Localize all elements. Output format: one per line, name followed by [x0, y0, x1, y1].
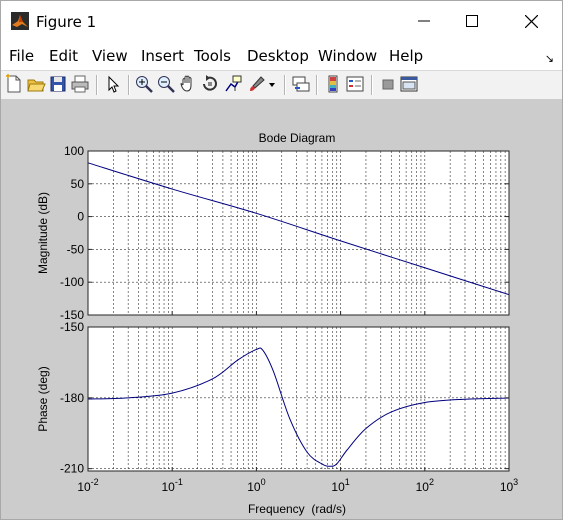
y-tick-label: 50 — [71, 177, 85, 191]
menu-view[interactable]: View — [92, 47, 128, 65]
y-tick-label: -100 — [60, 275, 84, 289]
y-tick-label: 0 — [77, 210, 84, 224]
close-icon — [524, 14, 538, 28]
bode-plot[interactable]: Bode Diagram 100 50 0 -50 -100 -150 Magnitude… — [1, 99, 562, 519]
menu-desktop[interactable]: Desktop — [247, 47, 309, 65]
save-icon[interactable] — [48, 74, 68, 94]
hide-plot-tools-icon[interactable] — [378, 74, 398, 94]
menu-help[interactable]: Help — [389, 47, 424, 65]
brush-icon[interactable] — [247, 74, 267, 94]
phase-curve — [87, 347, 510, 467]
link-plot-icon[interactable] — [291, 74, 311, 94]
phase-axes[interactable] — [88, 327, 509, 471]
magnitude-ylabel: Magnitude (dB) — [36, 192, 50, 274]
phase-grid — [88, 327, 509, 471]
x-tick-label: 100 — [247, 477, 265, 494]
menu-insert[interactable]: Insert — [141, 47, 185, 65]
x-tick-label: 102 — [416, 477, 434, 494]
x-tick-label: 10-2 — [77, 477, 98, 494]
rotate-3d-icon[interactable] — [200, 74, 220, 94]
pan-hand-icon[interactable] — [178, 74, 198, 94]
x-axis-label: Frequency (rad/s) — [248, 502, 346, 516]
edit-plot-arrow-icon[interactable] — [103, 74, 123, 94]
y-tick-label: -180 — [60, 391, 84, 405]
y-tick-label: -150 — [60, 308, 84, 322]
x-tick-label: 101 — [331, 477, 349, 494]
brush-dropdown-icon[interactable] — [267, 74, 277, 94]
menu-file[interactable]: File — [9, 47, 35, 65]
maximize-button[interactable] — [449, 1, 495, 41]
figure-toolbar — [1, 70, 562, 100]
phase-ylabel: Phase (deg) — [36, 366, 50, 431]
y-tick-label: -150 — [60, 320, 84, 334]
zoom-out-icon[interactable] — [156, 74, 176, 94]
close-button[interactable] — [508, 1, 554, 41]
show-plot-tools-icon[interactable] — [399, 74, 419, 94]
toolbar-separator — [371, 75, 373, 95]
toolbar-separator — [316, 75, 318, 95]
menu-bar: File Edit View Insert Tools Desktop Wind… — [1, 43, 562, 69]
insert-colorbar-icon[interactable] — [323, 74, 343, 94]
x-tick-label: 103 — [500, 477, 518, 494]
x-tick-labels: 10-2 10-1 100 101 102 103 — [77, 311, 518, 494]
figure-canvas[interactable]: Bode Diagram 100 50 0 -50 -100 -150 Magnitude… — [1, 99, 562, 519]
window-title: Figure 1 — [36, 13, 97, 31]
magnitude-y-ticks: 100 50 0 -50 -100 -150 — [60, 144, 509, 322]
title-bar[interactable]: Figure 1 — [1, 1, 562, 41]
data-cursor-icon[interactable] — [223, 74, 243, 94]
magnitude-axes[interactable] — [88, 151, 509, 315]
phase-axes-box — [87, 326, 510, 472]
print-icon[interactable] — [70, 74, 90, 94]
menu-edit[interactable]: Edit — [49, 47, 79, 65]
y-tick-label: -50 — [67, 242, 85, 256]
matlab-logo-icon — [11, 12, 29, 30]
menu-window[interactable]: Window — [318, 47, 378, 65]
open-file-icon[interactable] — [26, 74, 46, 94]
menu-tools[interactable]: Tools — [194, 47, 231, 65]
toolbar-separator — [128, 75, 130, 95]
magnitude-grid — [88, 151, 509, 315]
maximize-icon — [466, 15, 478, 27]
chart-title: Bode Diagram — [259, 131, 336, 145]
y-tick-label: -210 — [60, 462, 84, 476]
minimize-icon — [418, 20, 430, 22]
toolbar-separator — [284, 75, 286, 95]
y-tick-label: 100 — [64, 144, 84, 158]
x-tick-label: 10-1 — [162, 477, 183, 494]
zoom-in-icon[interactable] — [134, 74, 154, 94]
insert-legend-icon[interactable] — [345, 74, 365, 94]
magnitude-axes-box — [87, 150, 510, 316]
phase-y-ticks: -150 -180 -210 — [60, 320, 509, 476]
toolbar-separator — [96, 75, 98, 95]
minimize-button[interactable] — [401, 1, 447, 41]
magnitude-curve — [87, 162, 510, 296]
undock-arrow-icon[interactable]: ↘ — [544, 52, 554, 65]
new-figure-icon[interactable] — [4, 74, 24, 94]
